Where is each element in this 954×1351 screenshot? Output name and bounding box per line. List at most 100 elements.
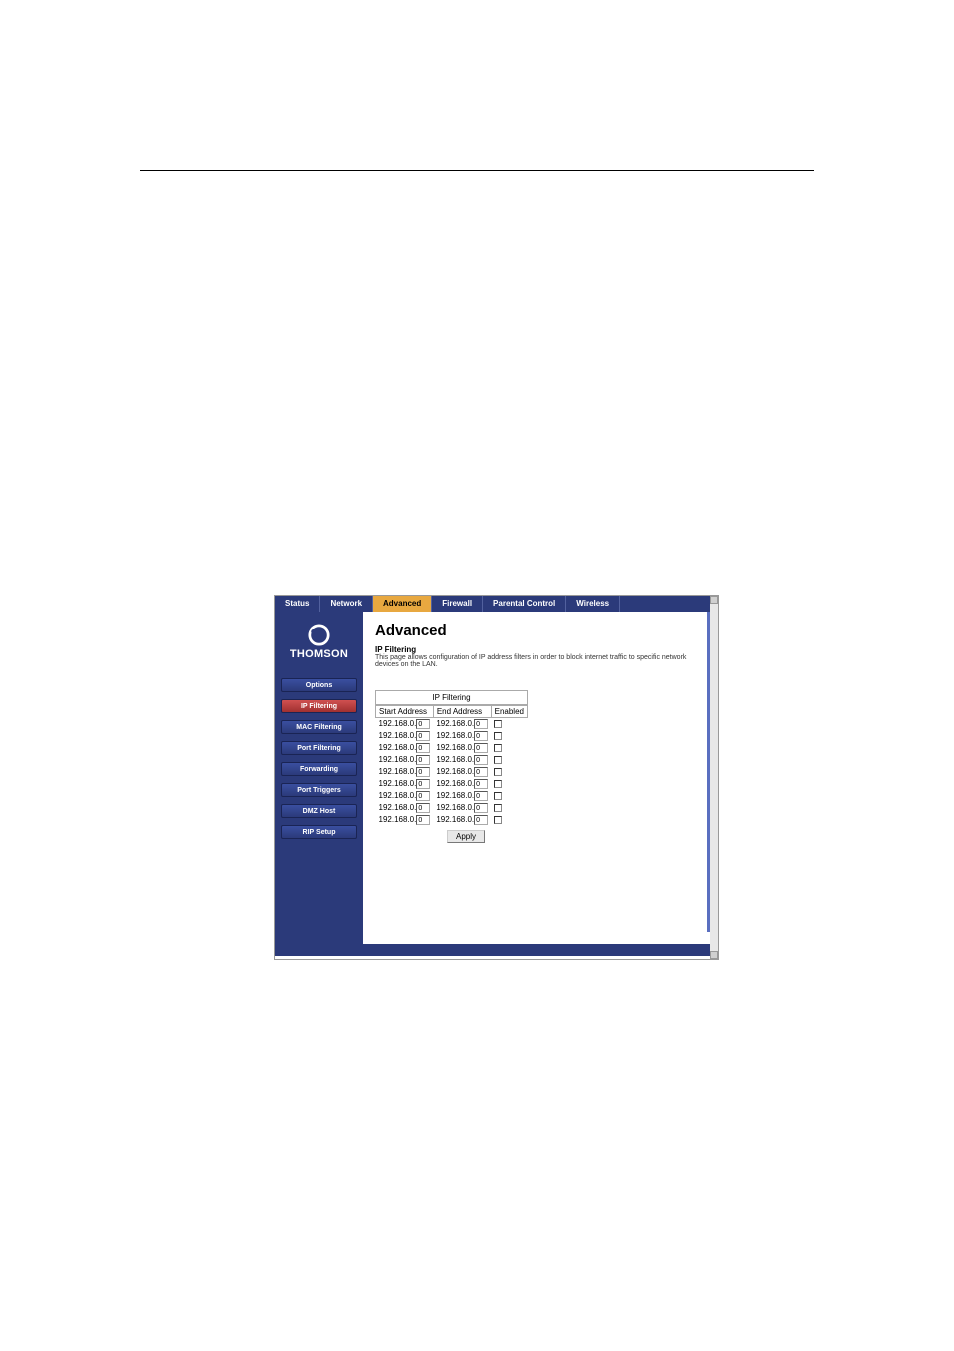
enabled-checkbox[interactable] <box>494 780 502 788</box>
table-row: 192.168.0.192.168.0. <box>376 754 528 766</box>
ip-prefix: 192.168.0. <box>379 803 417 812</box>
table-row: 192.168.0. 192.168.0. <box>376 778 528 790</box>
brand-name: THOMSON <box>275 648 363 660</box>
start-octet-input[interactable] <box>416 767 430 777</box>
end-address-cell: 192.168.0. <box>433 766 491 778</box>
ip-prefix: 192.168.0. <box>379 767 417 776</box>
scroll-down-button[interactable] <box>710 951 718 959</box>
enabled-cell <box>491 742 527 754</box>
end-address-cell: 192.168.0. <box>433 814 491 826</box>
footer-bar <box>275 944 710 956</box>
router-admin-screenshot: StatusNetworkAdvancedFirewallParental Co… <box>274 595 719 960</box>
sidebar-item-port-triggers[interactable]: Port Triggers <box>281 783 357 797</box>
enabled-checkbox[interactable] <box>494 756 502 764</box>
sidebar-item-dmz-host[interactable]: DMZ Host <box>281 804 357 818</box>
end-address-cell: 192.168.0. <box>433 742 491 754</box>
enabled-checkbox[interactable] <box>494 732 502 740</box>
end-address-cell: 192.168.0. <box>433 730 491 742</box>
ip-prefix: 192.168.0. <box>379 815 417 824</box>
ip-prefix: 192.168.0. <box>436 755 474 764</box>
sidebar-item-forwarding[interactable]: Forwarding <box>281 762 357 776</box>
end-address-cell: 192.168.0. <box>433 718 491 731</box>
enabled-cell <box>491 790 527 802</box>
table-row: 192.168.0. 192.168.0. <box>376 730 528 742</box>
table-row: 192.168.0. 192.168.0. <box>376 742 528 754</box>
enabled-checkbox[interactable] <box>494 792 502 800</box>
enabled-checkbox[interactable] <box>494 768 502 776</box>
scroll-up-button[interactable] <box>710 596 718 604</box>
tab-parental-control[interactable]: Parental Control <box>483 596 566 612</box>
tab-network[interactable]: Network <box>320 596 373 612</box>
end-octet-input[interactable] <box>474 791 488 801</box>
ip-prefix: 192.168.0. <box>379 779 417 788</box>
enabled-cell <box>491 754 527 766</box>
ip-prefix: 192.168.0. <box>379 719 417 728</box>
end-octet-input[interactable] <box>474 779 488 789</box>
end-octet-input[interactable] <box>474 719 488 729</box>
logo-icon <box>308 624 330 646</box>
start-address-cell: 192.168.0. <box>376 766 434 778</box>
enabled-checkbox[interactable] <box>494 720 502 728</box>
ip-filtering-table: IP Filtering Start Address End Address E… <box>375 690 528 826</box>
start-address-cell: 192.168.0. <box>376 778 434 790</box>
sidebar-item-ip-filtering[interactable]: IP Filtering <box>281 699 357 713</box>
sidebar-item-mac-filtering[interactable]: MAC Filtering <box>281 720 357 734</box>
col-start-address: Start Address <box>376 706 434 718</box>
sidebar-item-port-filtering[interactable]: Port Filtering <box>281 741 357 755</box>
table-caption: IP Filtering <box>375 690 528 705</box>
start-address-cell: 192.168.0. <box>376 742 434 754</box>
enabled-checkbox[interactable] <box>494 744 502 752</box>
tab-advanced[interactable]: Advanced <box>373 596 432 612</box>
start-octet-input[interactable] <box>416 803 430 813</box>
tab-wireless[interactable]: Wireless <box>566 596 620 612</box>
table-row: 192.168.0.192.168.0. <box>376 790 528 802</box>
end-octet-input[interactable] <box>474 767 488 777</box>
start-octet-input[interactable] <box>416 815 430 825</box>
start-octet-input[interactable] <box>416 719 430 729</box>
start-address-cell: 192.168.0. <box>376 754 434 766</box>
sidebar-item-options[interactable]: Options <box>281 678 357 692</box>
table-row: 192.168.0. 192.168.0. <box>376 766 528 778</box>
end-address-cell: 192.168.0. <box>433 778 491 790</box>
col-enabled: Enabled <box>491 706 527 718</box>
ip-prefix: 192.168.0. <box>379 731 417 740</box>
table-row: 192.168.0. 192.168.0. <box>376 802 528 814</box>
ip-prefix: 192.168.0. <box>436 743 474 752</box>
ip-prefix: 192.168.0. <box>379 743 417 752</box>
main-content: Advanced IP Filtering This page allows c… <box>363 612 710 944</box>
page-title: Advanced <box>375 622 698 639</box>
apply-button[interactable]: Apply <box>447 830 485 843</box>
tab-firewall[interactable]: Firewall <box>432 596 483 612</box>
page-description: This page allows configuration of IP add… <box>375 654 698 668</box>
sidebar-item-rip-setup[interactable]: RIP Setup <box>281 825 357 839</box>
start-address-cell: 192.168.0. <box>376 730 434 742</box>
end-octet-input[interactable] <box>474 755 488 765</box>
start-address-cell: 192.168.0. <box>376 718 434 731</box>
end-octet-input[interactable] <box>474 743 488 753</box>
ip-prefix: 192.168.0. <box>436 731 474 740</box>
end-octet-input[interactable] <box>474 803 488 813</box>
end-octet-input[interactable] <box>474 731 488 741</box>
scrollbar-track[interactable] <box>710 596 718 959</box>
side-accent-bar <box>707 612 710 932</box>
start-octet-input[interactable] <box>416 791 430 801</box>
start-address-cell: 192.168.0. <box>376 790 434 802</box>
start-octet-input[interactable] <box>416 755 430 765</box>
table-row: 192.168.0. 192.168.0. <box>376 814 528 826</box>
end-octet-input[interactable] <box>474 815 488 825</box>
ip-prefix: 192.168.0. <box>436 815 474 824</box>
enabled-checkbox[interactable] <box>494 804 502 812</box>
start-octet-input[interactable] <box>416 779 430 789</box>
enabled-checkbox[interactable] <box>494 816 502 824</box>
page-subtitle: IP Filtering <box>375 645 698 654</box>
ip-prefix: 192.168.0. <box>436 767 474 776</box>
end-address-cell: 192.168.0. <box>433 802 491 814</box>
start-octet-input[interactable] <box>416 731 430 741</box>
top-nav: StatusNetworkAdvancedFirewallParental Co… <box>275 596 710 612</box>
page-top-rule <box>140 170 814 171</box>
start-address-cell: 192.168.0. <box>376 814 434 826</box>
enabled-cell <box>491 718 527 731</box>
ip-prefix: 192.168.0. <box>436 719 474 728</box>
tab-status[interactable]: Status <box>275 596 320 612</box>
start-octet-input[interactable] <box>416 743 430 753</box>
